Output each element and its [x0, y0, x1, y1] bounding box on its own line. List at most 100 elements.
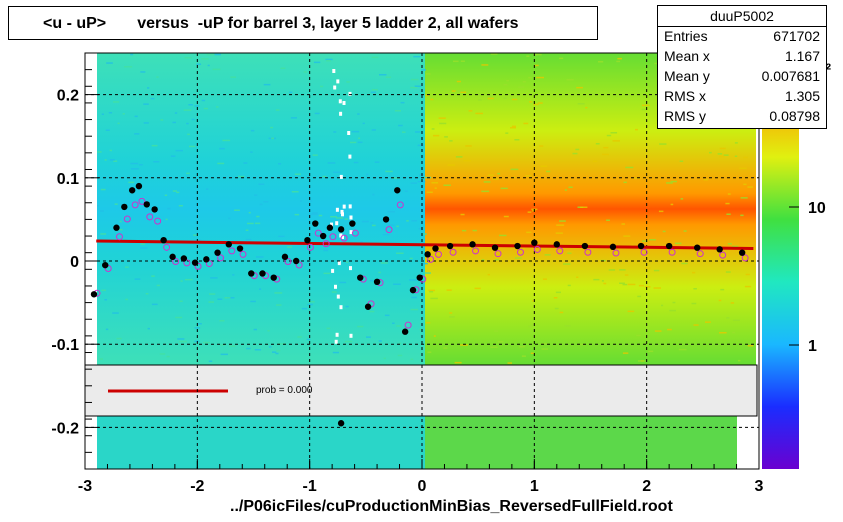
heatmap-cell [567, 284, 571, 287]
stats-value: 0.08798 [769, 108, 820, 124]
heatmap-gap [341, 212, 344, 217]
x-tick-label: 3 [755, 478, 764, 495]
heatmap-cell [559, 220, 566, 222]
stats-row-rms-x: RMS x 1.305 [664, 88, 820, 106]
heatmap-cell [143, 103, 149, 105]
heatmap-cell [320, 85, 324, 88]
heatmap-cell [197, 323, 202, 325]
heatmap-cell [396, 225, 399, 228]
profile-marker [553, 241, 560, 248]
heatmap-cell [472, 229, 477, 232]
heatmap-cell [170, 155, 176, 157]
x-tick-label: 1 [530, 478, 539, 495]
heatmap-cell [673, 258, 679, 261]
heatmap-cell [187, 133, 190, 136]
heatmap-cell [539, 145, 544, 147]
heatmap-cell [258, 183, 265, 185]
heatmap-cell [433, 134, 440, 137]
heatmap-cell [105, 328, 109, 331]
heatmap-cell [220, 344, 225, 346]
heatmap-cell [732, 331, 736, 334]
heatmap-cell [463, 160, 472, 162]
heatmap-cell [433, 335, 436, 337]
heatmap-cell [361, 220, 369, 223]
profile-marker [312, 220, 319, 227]
heatmap-gap [348, 154, 352, 159]
heatmap-cell [719, 155, 725, 158]
y-tick-label: -0.2 [51, 420, 79, 437]
profile-marker [531, 239, 538, 246]
heatmap-cell [250, 300, 256, 303]
heatmap-cell [297, 336, 302, 338]
heatmap-cell [410, 358, 414, 360]
profile-marker [382, 216, 390, 223]
heatmap-cell [531, 300, 535, 302]
heatmap-cell [384, 314, 390, 317]
heatmap-cell [503, 97, 507, 99]
heatmap-gap [347, 131, 351, 135]
heatmap-cell [519, 346, 525, 348]
heatmap-cell [370, 91, 376, 94]
heatmap-gap [330, 222, 333, 227]
heatmap-cell [275, 109, 280, 111]
heatmap-cell [230, 76, 236, 78]
profile-marker [357, 274, 364, 281]
heatmap-cell [443, 347, 448, 349]
heatmap-cell [201, 58, 209, 60]
heatmap-cell [130, 162, 139, 165]
heatmap-cell [175, 316, 183, 319]
heatmap-cell [250, 151, 253, 153]
heatmap-cell [431, 182, 439, 184]
heatmap-cell [423, 262, 428, 265]
heatmap-cell [344, 340, 353, 343]
heatmap-cell [623, 181, 627, 184]
profile-marker [394, 187, 401, 194]
heatmap-cell [290, 117, 297, 119]
heatmap-cell [528, 76, 532, 79]
heatmap-cell [521, 355, 526, 357]
heatmap-cell [263, 200, 269, 203]
heatmap-cell [601, 280, 604, 282]
heatmap-cell [590, 93, 597, 95]
heatmap-cell [719, 147, 726, 150]
heatmap-cell [278, 235, 285, 238]
heatmap-cell [307, 303, 313, 306]
heatmap-cell [310, 213, 318, 216]
heatmap-cell [544, 254, 551, 256]
profile-marker [180, 255, 188, 262]
heatmap-cell [108, 112, 113, 114]
heatmap-cell [254, 349, 262, 351]
heatmap-cell [159, 353, 166, 355]
heatmap-cell [505, 132, 509, 134]
heatmap-gap [334, 284, 337, 289]
heatmap-cell [718, 299, 722, 302]
heatmap-cell [227, 297, 235, 299]
heatmap-cell [100, 188, 106, 191]
heatmap-gap [341, 235, 344, 239]
profile-open-marker [612, 249, 620, 257]
heatmap-cell [540, 165, 548, 167]
heatmap-cell [449, 312, 453, 314]
heatmap-cell [206, 53, 215, 56]
heatmap-cell [447, 164, 455, 166]
heatmap-cell [101, 289, 106, 292]
heatmap-cell [397, 354, 403, 357]
profile-open-marker [719, 251, 727, 259]
heatmap-cell [556, 224, 565, 226]
heatmap-cell [402, 131, 406, 133]
profile-open-marker [427, 255, 435, 263]
stats-name: duuP5002 [658, 8, 826, 27]
heatmap-cell [178, 205, 183, 207]
heatmap-cell [294, 213, 300, 216]
heatmap-gap [336, 294, 340, 299]
heatmap-cell [679, 160, 684, 162]
heatmap-cell [511, 125, 516, 128]
heatmap-cell [357, 141, 363, 144]
heatmap-cell [622, 352, 629, 354]
heatmap-cell [228, 217, 231, 220]
profile-open-marker [183, 259, 191, 267]
heatmap-cell [150, 97, 155, 100]
heatmap-cell [270, 126, 273, 129]
heatmap-cell [641, 108, 647, 111]
fit-legend-label: prob = 0.000 [256, 385, 313, 396]
